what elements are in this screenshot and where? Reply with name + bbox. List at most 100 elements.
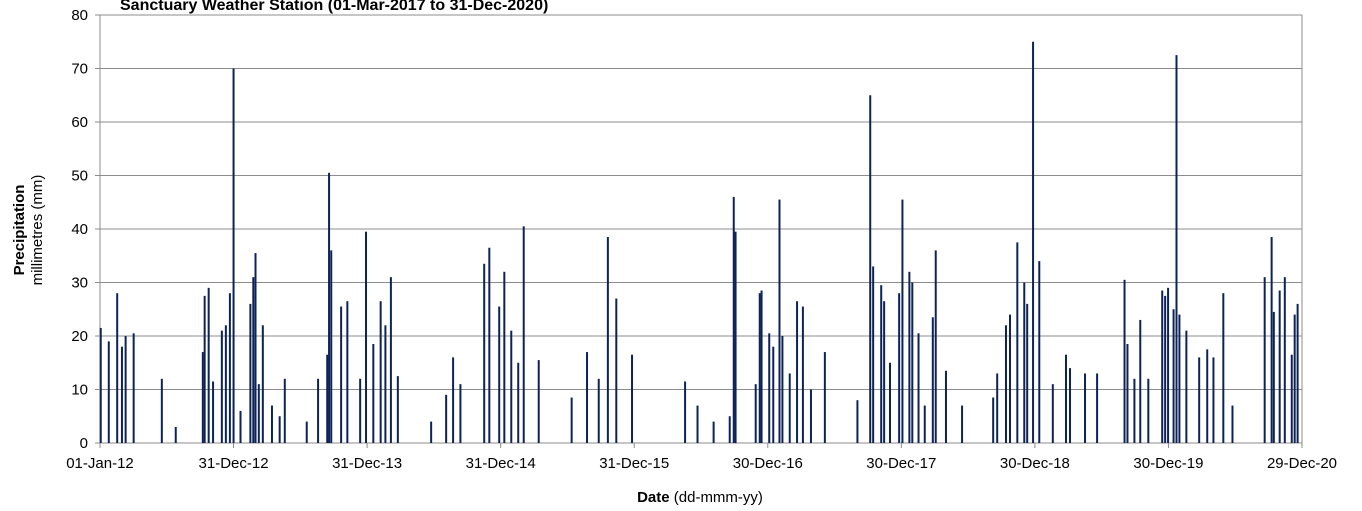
x-tick-label: 31-Dec-14	[466, 455, 536, 472]
y-axis-label: Precipitation	[11, 185, 28, 276]
bar	[1009, 314, 1012, 443]
bar	[728, 416, 731, 443]
y-tick-label: 0	[80, 435, 88, 452]
bar	[631, 354, 634, 443]
bar	[203, 295, 206, 443]
bar	[1123, 279, 1126, 443]
bar	[384, 325, 387, 443]
bar	[1278, 290, 1281, 443]
x-tick-label: 30-Dec-16	[733, 455, 803, 472]
bar	[586, 352, 589, 443]
bar	[823, 352, 826, 443]
bar	[372, 344, 375, 443]
y-axis-units: millimetres (mm)	[29, 175, 46, 286]
y-tick-label: 30	[71, 275, 88, 292]
bar	[732, 196, 735, 443]
bars	[99, 41, 1299, 443]
bar	[326, 354, 329, 443]
x-tick-label: 30-Dec-17	[866, 455, 936, 472]
bar	[898, 293, 901, 443]
bar	[124, 336, 127, 443]
bar	[754, 384, 757, 443]
bar	[1293, 314, 1296, 443]
y-tick-label: 10	[71, 382, 88, 399]
bar	[1004, 325, 1007, 443]
bar	[856, 400, 859, 443]
bar	[760, 290, 763, 443]
bar	[883, 301, 886, 443]
bar	[317, 378, 320, 443]
bar	[696, 405, 699, 443]
bar	[931, 317, 934, 443]
bar	[1198, 357, 1201, 443]
bar	[606, 237, 609, 443]
bar	[503, 271, 506, 443]
bar	[120, 346, 123, 443]
bar	[1126, 344, 1129, 443]
bar	[872, 266, 875, 443]
bar	[1133, 378, 1136, 443]
bar	[923, 405, 926, 443]
bar	[283, 378, 286, 443]
bar	[488, 247, 491, 443]
x-tick-label: 31-Dec-12	[199, 455, 269, 472]
y-tick-label: 60	[71, 114, 88, 131]
bar	[328, 172, 331, 443]
bar	[498, 306, 501, 443]
bar	[517, 362, 520, 443]
bar	[459, 384, 462, 443]
bar	[365, 231, 368, 443]
bar	[869, 95, 872, 443]
x-axis-label: Date (dd-mmm-yy)	[637, 489, 763, 506]
bar	[1296, 303, 1299, 443]
bar	[430, 421, 433, 443]
bar	[254, 253, 257, 443]
bar	[379, 301, 382, 443]
bar	[1270, 237, 1273, 443]
bar	[132, 333, 135, 443]
bar	[778, 199, 781, 443]
x-tick-label: 30-Dec-18	[1000, 455, 1070, 472]
bar	[99, 327, 102, 443]
bar	[396, 376, 399, 443]
bar	[1167, 287, 1170, 443]
x-tick-label: 01-Jan-12	[66, 455, 134, 472]
bar	[597, 378, 600, 443]
bar	[1064, 354, 1067, 443]
bar	[249, 303, 252, 443]
bar	[1016, 242, 1019, 443]
bar	[160, 378, 163, 443]
bar	[212, 381, 215, 443]
bar	[768, 333, 771, 443]
bar	[257, 384, 260, 443]
bar	[1290, 354, 1293, 443]
bar	[228, 293, 231, 443]
bar	[1212, 357, 1215, 443]
x-tick-label: 31-Dec-15	[599, 455, 669, 472]
bar	[1023, 282, 1026, 443]
bar	[1032, 41, 1035, 443]
bar	[1161, 290, 1164, 443]
x-axis-units: (dd-mmm-yy)	[674, 489, 763, 506]
y-tick-label: 80	[71, 7, 88, 24]
bar	[809, 389, 812, 443]
y-tick-label: 20	[71, 328, 88, 345]
bar	[220, 330, 223, 443]
bar	[796, 301, 799, 443]
bar	[1038, 261, 1041, 443]
bar	[801, 306, 804, 443]
bar	[483, 263, 486, 443]
y-tick-label: 50	[71, 168, 88, 185]
bar	[996, 373, 999, 443]
bar	[734, 231, 737, 443]
bar	[1172, 309, 1175, 443]
bar	[615, 298, 618, 443]
bar	[917, 333, 920, 443]
bar	[201, 352, 204, 443]
bar	[1051, 384, 1054, 443]
bar	[961, 405, 964, 443]
bar	[1084, 373, 1087, 443]
bar	[239, 410, 242, 443]
y-tick-label: 70	[71, 61, 88, 78]
